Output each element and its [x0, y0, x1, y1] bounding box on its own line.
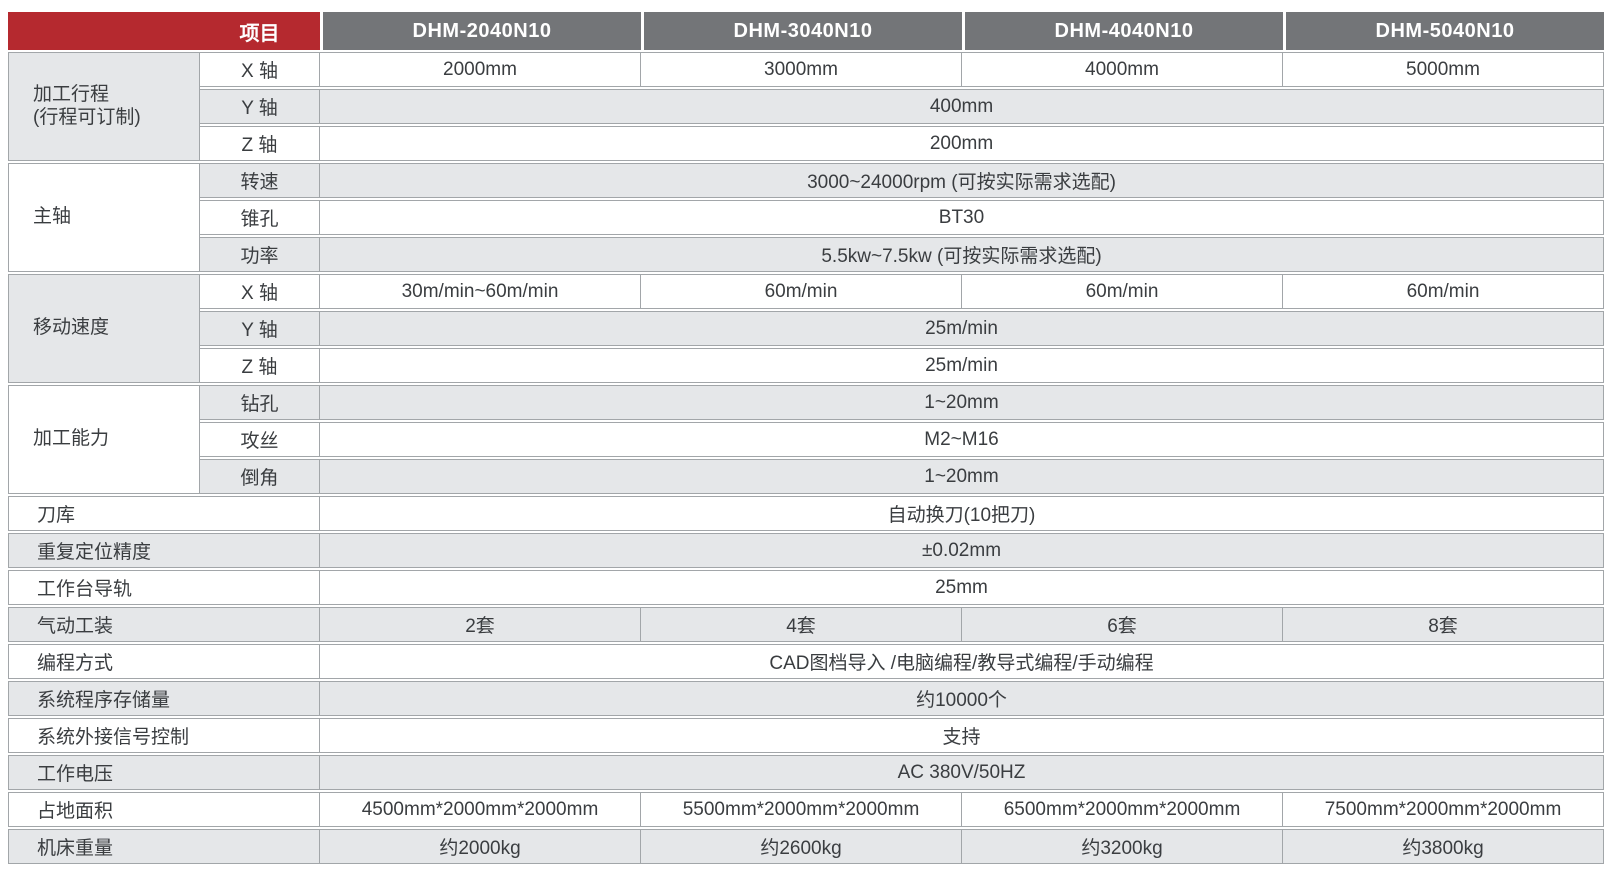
- sub-label-cell: 转速: [200, 163, 320, 198]
- group-label: 主轴: [33, 206, 72, 228]
- sub-label-cell: X 轴: [200, 52, 320, 87]
- row-label-cell: 工作台导轨: [8, 570, 320, 605]
- sub-label-cell: Z 轴: [200, 126, 320, 161]
- value-cell: 4套: [641, 607, 962, 642]
- table-row: 系统外接信号控制 支持: [8, 718, 1604, 753]
- value-cell: 60m/min: [641, 274, 962, 309]
- row-label-cell: 工作电压: [8, 755, 320, 790]
- table-row: 重复定位精度 ±0.02mm: [8, 533, 1604, 568]
- sub-label-cell: X 轴: [200, 274, 320, 309]
- spanned-value-cell: 1~20mm: [320, 459, 1604, 494]
- sub-label-cell: Y 轴: [200, 89, 320, 124]
- header-model-dhm-3040n10: DHM-3040N10: [641, 12, 962, 50]
- value-cell: 2000mm: [320, 52, 641, 87]
- value-cell: 5500mm*2000mm*2000mm: [641, 792, 962, 827]
- header-item-cell: 项目: [8, 12, 320, 50]
- value-cell: 约2000kg: [320, 829, 641, 864]
- value-cell: 5000mm: [1283, 52, 1604, 87]
- spanned-value-cell: 1~20mm: [320, 385, 1604, 420]
- value-cell: 8套: [1283, 607, 1604, 642]
- value-cell: 4000mm: [962, 52, 1283, 87]
- table-row: 机床重量 约2000kg 约2600kg 约3200kg 约3800kg: [8, 829, 1604, 864]
- value-cell: 约2600kg: [641, 829, 962, 864]
- spanned-value-cell: 5.5kw~7.5kw (可按实际需求选配): [320, 237, 1604, 272]
- spanned-value-cell: CAD图档导入 /电脑编程/教导式编程/手动编程: [320, 644, 1604, 679]
- sub-label-cell: 功率: [200, 237, 320, 272]
- group-cell-travel: 加工行程 (行程可订制): [8, 52, 200, 161]
- value-cell: 7500mm*2000mm*2000mm: [1283, 792, 1604, 827]
- table-row: 刀库 自动换刀(10把刀): [8, 496, 1604, 531]
- spanned-value-cell: 自动换刀(10把刀): [320, 496, 1604, 531]
- group-cell-spindle: 主轴: [8, 163, 200, 272]
- spanned-value-cell: 400mm: [320, 89, 1604, 124]
- spec-sheet: 项目 DHM-2040N10 DHM-3040N10 DHM-4040N10 D…: [8, 10, 1604, 866]
- value-cell: 2套: [320, 607, 641, 642]
- group-label: 移动速度: [33, 317, 110, 339]
- row-label-cell: 编程方式: [8, 644, 320, 679]
- group-cell-speed: 移动速度: [8, 274, 200, 383]
- value-cell: 30m/min~60m/min: [320, 274, 641, 309]
- group-note: (行程可订制): [33, 106, 141, 128]
- table-row: 主轴 转速 3000~24000rpm (可按实际需求选配): [8, 163, 1604, 272]
- table-row: 锥孔 BT30: [8, 200, 1604, 235]
- header-model-dhm-5040n10: DHM-5040N10: [1283, 12, 1604, 50]
- table-row: 工作电压 AC 380V/50HZ: [8, 755, 1604, 790]
- value-cell: 6套: [962, 607, 1283, 642]
- row-label-cell: 刀库: [8, 496, 320, 531]
- sub-label-cell: 钻孔: [200, 385, 320, 420]
- row-label-cell: 重复定位精度: [8, 533, 320, 568]
- value-cell: 约3200kg: [962, 829, 1283, 864]
- header-item-label: 项目: [239, 22, 280, 45]
- header-model-dhm-2040n10: DHM-2040N10: [320, 12, 641, 50]
- sub-label-cell: 锥孔: [200, 200, 320, 235]
- spanned-value-cell: 25mm: [320, 570, 1604, 605]
- table-row: 编程方式 CAD图档导入 /电脑编程/教导式编程/手动编程: [8, 644, 1604, 679]
- spanned-value-cell: 200mm: [320, 126, 1604, 161]
- spanned-value-cell: 25m/min: [320, 311, 1604, 346]
- spanned-value-cell: AC 380V/50HZ: [320, 755, 1604, 790]
- row-label-cell: 系统外接信号控制: [8, 718, 320, 753]
- spanned-value-cell: M2~M16: [320, 422, 1604, 457]
- table-row: 移动速度 X 轴 30m/min~60m/min 60m/min 60m/min…: [8, 274, 1604, 383]
- group-cell-capacity: 加工能力: [8, 385, 200, 494]
- header-model-dhm-4040n10: DHM-4040N10: [962, 12, 1283, 50]
- spanned-value-cell: 约10000个: [320, 681, 1604, 716]
- value-cell: 60m/min: [962, 274, 1283, 309]
- sub-label-cell: 攻丝: [200, 422, 320, 457]
- row-label-cell: 气动工装: [8, 607, 320, 642]
- header-row: 项目 DHM-2040N10 DHM-3040N10 DHM-4040N10 D…: [8, 12, 1604, 50]
- table-row: 系统程序存储量 约10000个: [8, 681, 1604, 716]
- table-row: 占地面积 4500mm*2000mm*2000mm 5500mm*2000mm*…: [8, 792, 1604, 827]
- table-row: Y 轴 25m/min: [8, 311, 1604, 346]
- sub-label-cell: 倒角: [200, 459, 320, 494]
- table-row: 倒角 1~20mm: [8, 459, 1604, 494]
- spec-table: 项目 DHM-2040N10 DHM-3040N10 DHM-4040N10 D…: [8, 10, 1604, 866]
- table-row: 加工行程 (行程可订制) X 轴 2000mm 3000mm 4000mm 50…: [8, 52, 1604, 161]
- row-label-cell: 机床重量: [8, 829, 320, 864]
- value-cell: 6500mm*2000mm*2000mm: [962, 792, 1283, 827]
- group-label: 加工能力: [33, 428, 110, 450]
- value-cell: 3000mm: [641, 52, 962, 87]
- sub-label-cell: Y 轴: [200, 311, 320, 346]
- table-row: 工作台导轨 25mm: [8, 570, 1604, 605]
- table-row: 加工能力 钻孔 1~20mm: [8, 385, 1604, 494]
- spanned-value-cell: 3000~24000rpm (可按实际需求选配): [320, 163, 1604, 198]
- table-row: Y 轴 400mm: [8, 89, 1604, 124]
- table-row: 功率 5.5kw~7.5kw (可按实际需求选配): [8, 237, 1604, 272]
- table-row: 攻丝 M2~M16: [8, 422, 1604, 457]
- value-cell: 4500mm*2000mm*2000mm: [320, 792, 641, 827]
- sub-label-cell: Z 轴: [200, 348, 320, 383]
- spanned-value-cell: ±0.02mm: [320, 533, 1604, 568]
- spanned-value-cell: BT30: [320, 200, 1604, 235]
- row-label-cell: 系统程序存储量: [8, 681, 320, 716]
- value-cell: 约3800kg: [1283, 829, 1604, 864]
- spanned-value-cell: 25m/min: [320, 348, 1604, 383]
- table-row: Z 轴 25m/min: [8, 348, 1604, 383]
- row-label-cell: 占地面积: [8, 792, 320, 827]
- spanned-value-cell: 支持: [320, 718, 1604, 753]
- group-label: 加工行程: [33, 83, 110, 105]
- table-row: Z 轴 200mm: [8, 126, 1604, 161]
- value-cell: 60m/min: [1283, 274, 1604, 309]
- table-row: 气动工装 2套 4套 6套 8套: [8, 607, 1604, 642]
